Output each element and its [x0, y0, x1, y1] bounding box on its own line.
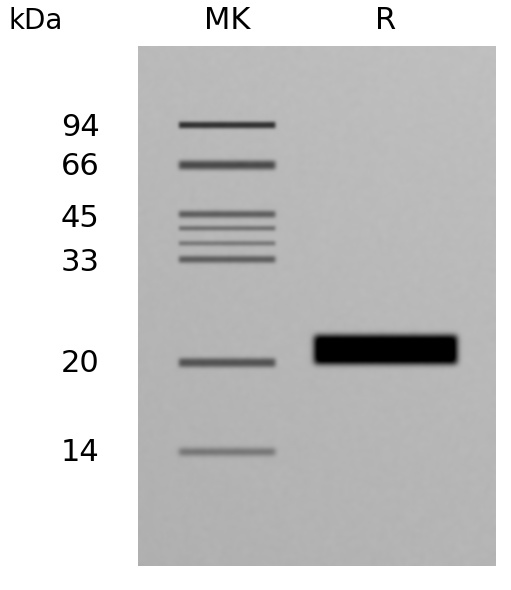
Text: MK: MK — [204, 6, 250, 35]
Text: 45: 45 — [61, 204, 100, 233]
Text: 14: 14 — [61, 438, 100, 467]
Text: 94: 94 — [61, 113, 100, 142]
Text: 33: 33 — [61, 248, 100, 277]
Text: R: R — [375, 6, 397, 35]
Text: 66: 66 — [61, 152, 100, 181]
Text: 20: 20 — [61, 349, 100, 378]
Text: kDa: kDa — [9, 6, 63, 35]
